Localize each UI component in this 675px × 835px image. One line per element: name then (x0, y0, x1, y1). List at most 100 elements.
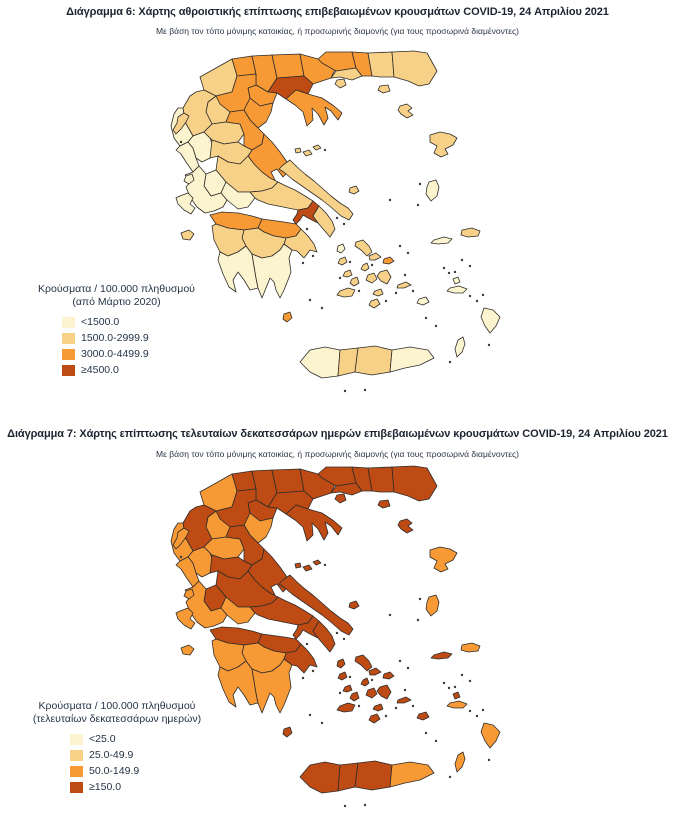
region-chalkidiki (285, 504, 343, 542)
region-skyros (348, 185, 360, 195)
islet-dot (320, 721, 324, 725)
region-andros (354, 239, 373, 257)
islet-dot (468, 709, 472, 713)
islet-dot (342, 222, 346, 226)
diagram6-title: Διάγραμμα 6: Χάρτης αθροιστικής επίπτωση… (66, 6, 609, 18)
legend-swatch-class3 (62, 348, 75, 360)
islet-dot (416, 203, 420, 207)
region-rhodes (480, 307, 501, 334)
region-samothrace (377, 84, 391, 94)
region-kefalonia (175, 607, 196, 630)
region-kefalonia (175, 192, 196, 215)
region-kilkis (271, 468, 305, 494)
region-corfu (172, 527, 190, 550)
islet-dot (475, 299, 479, 303)
islet-dot (301, 261, 305, 265)
islet-dot (411, 704, 415, 708)
diagram7-title: Διάγραμμα 7: Χάρτης επίπτωσης τελευταίων… (7, 428, 668, 440)
region-paros (365, 687, 378, 699)
islet-dot (335, 216, 339, 220)
legend-item: ≥4500.0 (62, 362, 219, 378)
region-xanthi (351, 466, 373, 492)
islet-dot (338, 276, 342, 280)
legend-swatch-class2 (70, 749, 83, 761)
region-serifos (342, 269, 353, 278)
islet-dot (487, 343, 491, 347)
islet-dot (323, 148, 327, 152)
islet-dot (448, 775, 452, 779)
region-lakonia (251, 243, 293, 299)
islet-dot (357, 289, 361, 293)
legend-item: 1500.0-2999.9 (62, 330, 219, 346)
region-tinos (368, 667, 382, 676)
islet-dot (434, 739, 438, 743)
islet-dot (343, 804, 347, 808)
region-sifnos (349, 276, 360, 287)
legend-swatch-class3 (70, 765, 83, 777)
region-kythnos (337, 256, 348, 266)
region-thasos (334, 78, 347, 89)
region-astypalea (416, 296, 430, 306)
legend-item: ≥150.0 (70, 779, 226, 795)
islet-dot (388, 613, 392, 617)
islet-dot (394, 706, 398, 710)
region-evros (391, 50, 438, 87)
region-thasos (334, 493, 347, 504)
islet-dot (411, 289, 415, 293)
region-attica-east (312, 205, 336, 238)
region-tinos (368, 252, 382, 261)
region-attica-east (312, 620, 336, 653)
islet-dot (343, 389, 347, 393)
region-heraklion (354, 760, 393, 791)
islet-dot (363, 388, 367, 392)
region-evia (278, 574, 354, 636)
islet-dot (338, 691, 342, 695)
legend-swatch-class2 (62, 332, 75, 344)
region-ikaria (430, 236, 453, 245)
region-astypalea (416, 711, 430, 721)
legend-item: 50.0-149.9 (70, 763, 226, 779)
region-mykonos (382, 256, 395, 265)
region-rodopi (367, 51, 395, 78)
region-zakynthos (180, 229, 195, 241)
islet-dot (434, 324, 438, 328)
legend-swatch-class1 (62, 316, 75, 328)
islet-dot (305, 642, 309, 646)
region-kos (446, 285, 468, 294)
region-attica (292, 200, 320, 225)
islet-dot (348, 675, 352, 679)
islet-dot (453, 685, 457, 689)
region-rhodes (480, 722, 501, 749)
islet-dot (388, 198, 392, 202)
region-santorini (368, 713, 381, 724)
islet-dot (323, 563, 327, 567)
islet-dot (403, 688, 407, 692)
islet-dot (460, 673, 464, 677)
islet-dot (442, 681, 446, 685)
region-lasithi (389, 761, 435, 788)
region-kilkis (271, 53, 305, 79)
islet-dot (301, 676, 305, 680)
islet-dot (468, 264, 472, 268)
islet-dot (308, 298, 312, 302)
region-alonnisos (312, 559, 322, 566)
region-chania (299, 761, 341, 794)
region-lasithi (389, 346, 435, 373)
greece-choropleth-cumulative-map (170, 50, 501, 393)
islet-dot (418, 597, 422, 601)
islet-dot (487, 758, 491, 762)
diagram7-subtitle: Με βάση τον τόπο μόνιμης κατοικίας, ή πρ… (156, 449, 519, 459)
region-sifnos (349, 691, 360, 702)
legend-item: <25.0 (70, 731, 226, 747)
islet-dot (179, 555, 183, 559)
islet-dot (342, 637, 346, 641)
region-zakynthos (180, 644, 195, 656)
region-skopelos (302, 149, 313, 157)
region-naxos (376, 269, 392, 285)
region-attica (292, 615, 320, 640)
region-lefkada (183, 588, 195, 600)
region-messinia (217, 660, 259, 708)
region-lakonia (251, 658, 293, 714)
region-lesvos (429, 546, 458, 573)
